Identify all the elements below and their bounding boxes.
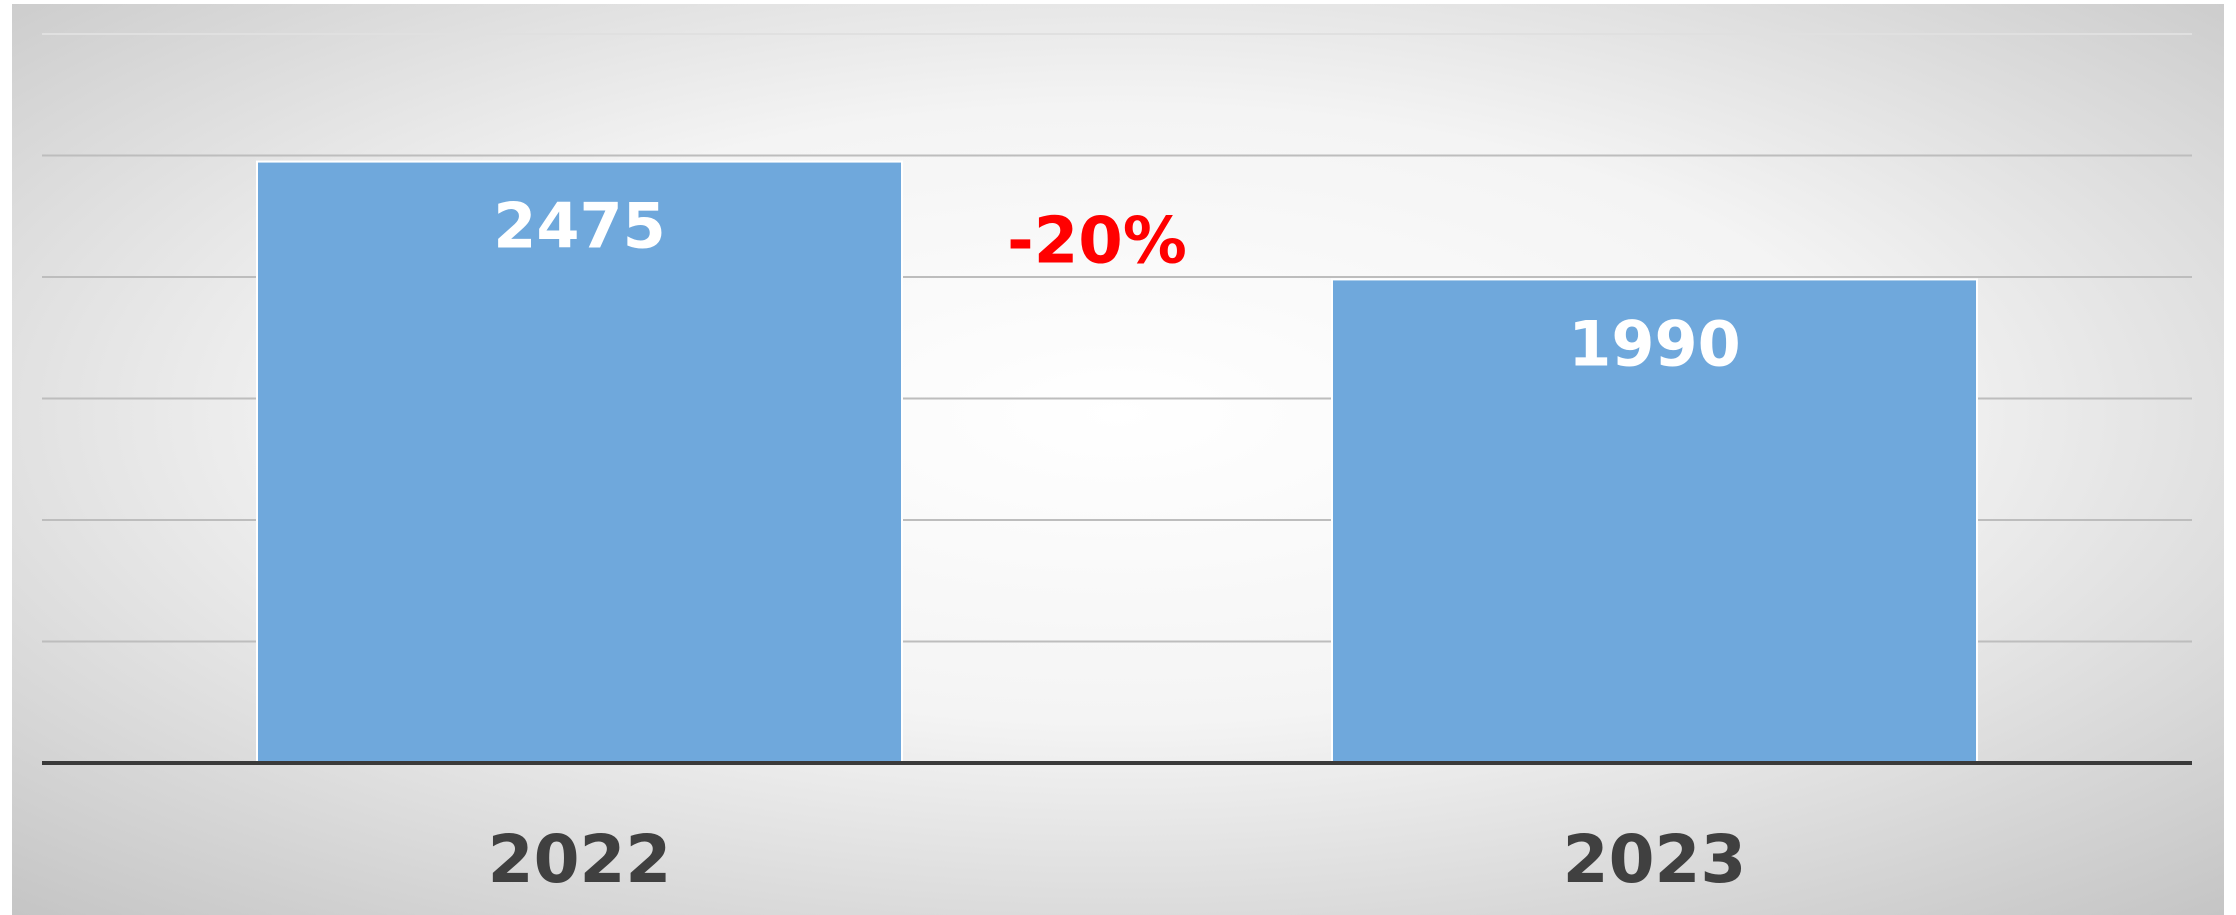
x-tick-label-2022: 2022: [488, 821, 672, 898]
x-tick-label-2023: 2023: [1563, 821, 1747, 898]
x-tick-labels: 2022 2023: [488, 821, 1747, 898]
bars: [256, 160, 1978, 764]
bar-2023: [1331, 278, 1978, 764]
data-labels: 2475 1990: [493, 190, 1741, 381]
data-label-2022: 2475: [493, 190, 666, 263]
change-annotation: -20%: [1007, 205, 1187, 279]
data-label-2023: 1990: [1568, 307, 1741, 380]
bar-2022: [256, 160, 903, 764]
